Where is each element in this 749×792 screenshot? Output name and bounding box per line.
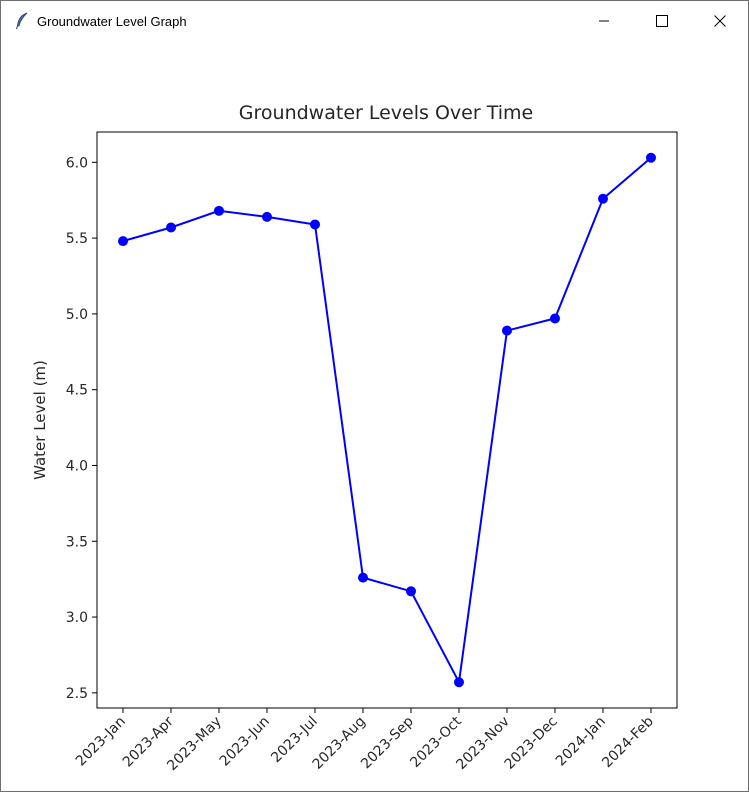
data-point-2024-feb [646,152,656,163]
data-point-2023-nov [502,325,512,336]
y-axis-ticks: 2.5 3.0 3.5 4.0 4.5 5.0 5.5 6.0 [66,155,97,702]
y-tick-label: 3.5 [66,534,88,550]
plot-frame [96,131,678,709]
maximize-button[interactable] [633,1,691,41]
series-markers [118,152,656,688]
data-point-2023-may [214,205,224,216]
x-tick-label: 2023-Sep [358,713,417,772]
data-point-2023-jan [118,236,128,247]
maximize-icon [656,15,668,27]
x-tick-label: 2023-Dec [502,714,561,773]
data-point-2023-aug [358,572,368,583]
x-tick-label: 2024-Feb [599,713,657,771]
y-tick-label: 4.0 [66,458,88,474]
minimize-button[interactable] [575,1,633,41]
y-axis-label: Water Level (m) [31,360,49,480]
data-point-2023-sep [406,586,416,597]
y-tick-label: 4.5 [66,383,88,399]
title-bar[interactable]: Groundwater Level Graph [1,1,748,41]
data-point-2023-jul [310,219,320,230]
minimize-icon [599,20,609,22]
x-axis-ticks: 2023-Jan2023-Apr2023-May2023-Jun2023-Jul… [73,708,657,774]
data-point-2023-jun [262,211,272,222]
y-tick-label: 2.5 [66,686,88,702]
data-point-2023-dec [550,313,560,324]
data-point-2023-apr [166,222,176,233]
x-tick-label: 2023-Jun [217,714,273,770]
window-title: Groundwater Level Graph [37,14,187,29]
close-button[interactable] [691,1,748,41]
y-tick-label: 3.0 [66,610,88,626]
y-tick-label: 5.5 [66,231,88,247]
y-tick-label: 6.0 [66,155,88,171]
chart-title: Groundwater Levels Over Time [239,102,533,124]
data-point-2023-oct [454,677,464,688]
data-point-2024-jan [598,193,608,204]
feather-icon [16,12,28,30]
series-line [122,157,652,686]
y-tick-label: 5.0 [66,307,88,323]
close-icon [714,15,726,27]
